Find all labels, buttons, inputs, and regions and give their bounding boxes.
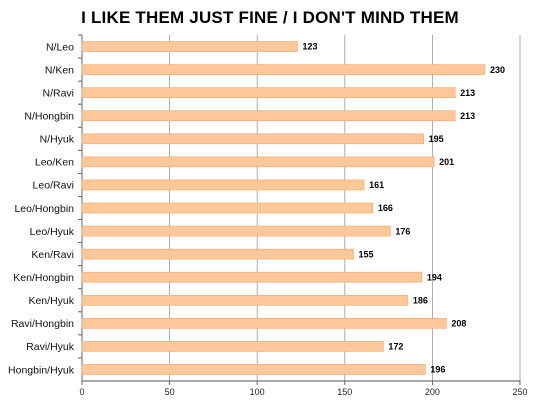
x-tick-label: 200 bbox=[425, 387, 440, 397]
bar bbox=[81, 364, 426, 375]
category-label: Leo/Hyuk bbox=[30, 226, 75, 238]
bar bbox=[81, 110, 456, 122]
value-label: 176 bbox=[395, 226, 410, 236]
category-label: Leo/Hongbin bbox=[14, 203, 74, 215]
bar bbox=[81, 156, 435, 168]
category-label: N/Ken bbox=[45, 64, 74, 76]
x-tick-label: 100 bbox=[250, 387, 265, 397]
category-label: Ravi/Hongbin bbox=[11, 318, 74, 330]
category-label: N/Leo bbox=[46, 41, 74, 53]
value-label: 201 bbox=[439, 157, 454, 167]
chart-title: I LIKE THEM JUST FINE / I DON'T MIND THE… bbox=[81, 8, 459, 27]
value-label: 196 bbox=[430, 365, 445, 375]
category-label: Hongbin/Hyuk bbox=[8, 364, 75, 376]
value-label: 172 bbox=[388, 342, 403, 352]
category-label: Ken/Ravi bbox=[31, 249, 74, 261]
bar bbox=[81, 341, 384, 352]
value-label: 161 bbox=[369, 180, 384, 190]
value-label: 208 bbox=[451, 319, 466, 329]
x-tick-label: 50 bbox=[165, 387, 175, 397]
bar bbox=[81, 225, 391, 237]
value-label: 186 bbox=[413, 295, 428, 305]
bar bbox=[81, 133, 424, 145]
x-tick-label: 0 bbox=[79, 387, 84, 397]
value-label: 166 bbox=[378, 203, 393, 213]
value-label: 123 bbox=[302, 42, 317, 52]
category-label: Ken/Hongbin bbox=[13, 272, 74, 284]
category-label: N/Ravi bbox=[42, 87, 74, 99]
bar bbox=[81, 64, 486, 75]
category-label: Ken/Hyuk bbox=[28, 295, 74, 307]
value-label: 213 bbox=[460, 88, 475, 98]
value-label: 230 bbox=[490, 65, 505, 75]
category-label: N/Hyuk bbox=[40, 134, 75, 146]
bar bbox=[81, 271, 423, 283]
category-label: N/Hongbin bbox=[24, 111, 74, 123]
category-label: Leo/Ken bbox=[35, 157, 74, 169]
value-label: 194 bbox=[427, 272, 442, 282]
value-label: 213 bbox=[460, 111, 475, 121]
bar bbox=[81, 248, 354, 260]
x-tick-label: 150 bbox=[337, 387, 352, 397]
bar bbox=[81, 318, 447, 329]
value-label: 155 bbox=[359, 249, 374, 259]
bar bbox=[81, 87, 456, 98]
bar bbox=[81, 294, 409, 306]
category-label: Leo/Ravi bbox=[33, 180, 74, 192]
bar bbox=[81, 202, 374, 214]
x-tick-label: 250 bbox=[512, 387, 527, 397]
bar bbox=[81, 179, 365, 191]
bar bbox=[81, 41, 298, 52]
category-label: Ravi/Hyuk bbox=[26, 341, 75, 353]
value-label: 195 bbox=[429, 134, 444, 144]
